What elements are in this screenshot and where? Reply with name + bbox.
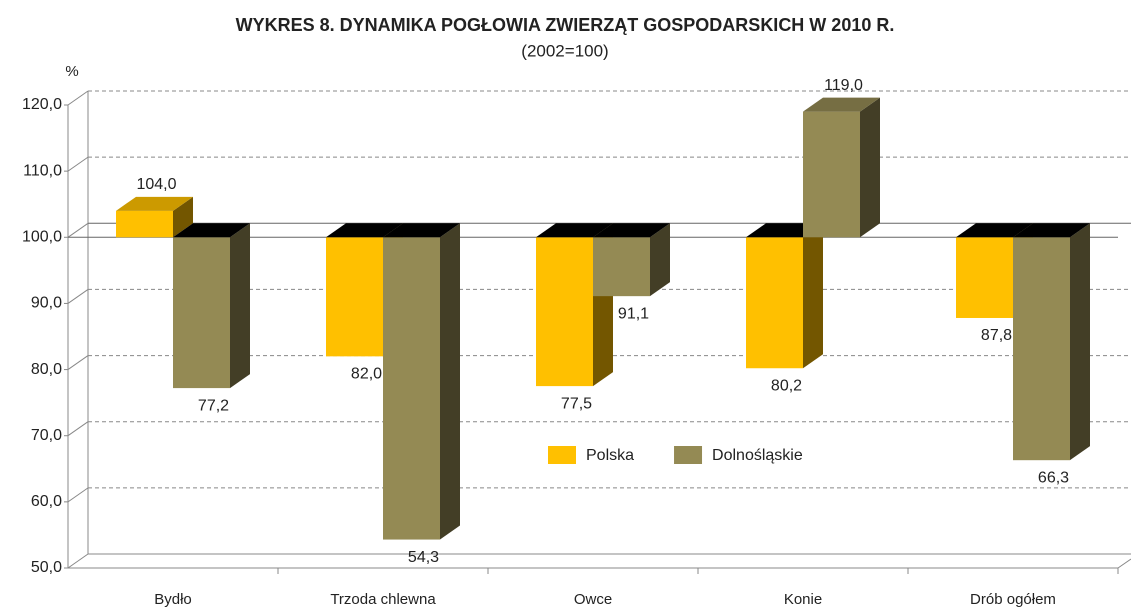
value-label: 104,0 (136, 176, 176, 193)
bar-top (536, 223, 613, 238)
bar (536, 237, 593, 387)
bar (803, 111, 860, 238)
bar-side (860, 97, 880, 238)
bar-side (803, 223, 823, 369)
legend-label: Dolnośląskie (712, 447, 803, 464)
value-label: 77,2 (198, 397, 229, 414)
bar (173, 237, 230, 389)
bar-top (803, 97, 880, 112)
y-tick-label: 60,0 (31, 493, 62, 510)
bar-top (116, 196, 193, 211)
y-tick-label: 50,0 (31, 559, 62, 576)
bar-side (230, 223, 250, 389)
value-label: 82,0 (351, 366, 382, 383)
grid-diagonal (67, 421, 89, 437)
y-axis-label: % (65, 63, 78, 80)
bar (326, 237, 383, 357)
y-tick-label: 80,0 (31, 361, 62, 378)
bar (1013, 237, 1070, 461)
value-label: 54,3 (408, 549, 439, 566)
bar-top (593, 223, 670, 238)
bar (593, 237, 650, 297)
value-label: 91,1 (618, 305, 649, 322)
value-label: 119,0 (824, 77, 863, 94)
legend-swatch (674, 446, 703, 464)
value-label: 66,3 (1038, 469, 1069, 486)
grid-diagonal (67, 289, 89, 304)
legend-swatch (548, 446, 576, 464)
bar-top (173, 223, 250, 238)
bar-side (173, 196, 193, 238)
value-label: 77,5 (561, 395, 592, 412)
chart-title: WYKRES 8. DYNAMIKA POGŁOWIA ZWIERZĄT GOS… (236, 15, 895, 35)
bar-top (1013, 223, 1090, 238)
bar-top (326, 223, 403, 238)
x-tick-label: Bydło (154, 591, 192, 608)
y-tick-label: 70,0 (31, 427, 62, 444)
value-label: 80,2 (771, 377, 802, 394)
bar-side (650, 223, 670, 297)
grid-diagonal (67, 222, 89, 238)
bar-top (956, 223, 1033, 238)
x-tick-label: Drób ogółem (970, 591, 1056, 608)
legend-label: Polska (586, 447, 634, 464)
y-tick-label: 120,0 (22, 96, 62, 113)
x-tick-label: Owce (574, 591, 612, 608)
grid-diagonal (67, 156, 89, 172)
bar (746, 237, 803, 369)
chart-subtitle: (2002=100) (521, 41, 608, 60)
grid-diagonal (67, 90, 89, 106)
x-tick-label: Trzoda chlewna (330, 591, 436, 608)
bar-side (440, 223, 460, 540)
grid-diagonal (67, 355, 89, 370)
x-tick-label: Konie (784, 591, 822, 608)
floor-right (1117, 558, 1131, 569)
y-tick-label: 90,0 (31, 295, 62, 312)
bar-side (1070, 223, 1090, 461)
bar (383, 237, 440, 540)
y-tick-label: 100,0 (22, 229, 62, 246)
grid-diagonal (67, 487, 89, 503)
grid-diagonal (67, 553, 89, 569)
value-label: 87,8 (981, 327, 1012, 344)
bar (116, 210, 173, 238)
bar-top (383, 223, 460, 238)
bar (956, 237, 1013, 318)
y-tick-label: 110,0 (23, 162, 62, 179)
